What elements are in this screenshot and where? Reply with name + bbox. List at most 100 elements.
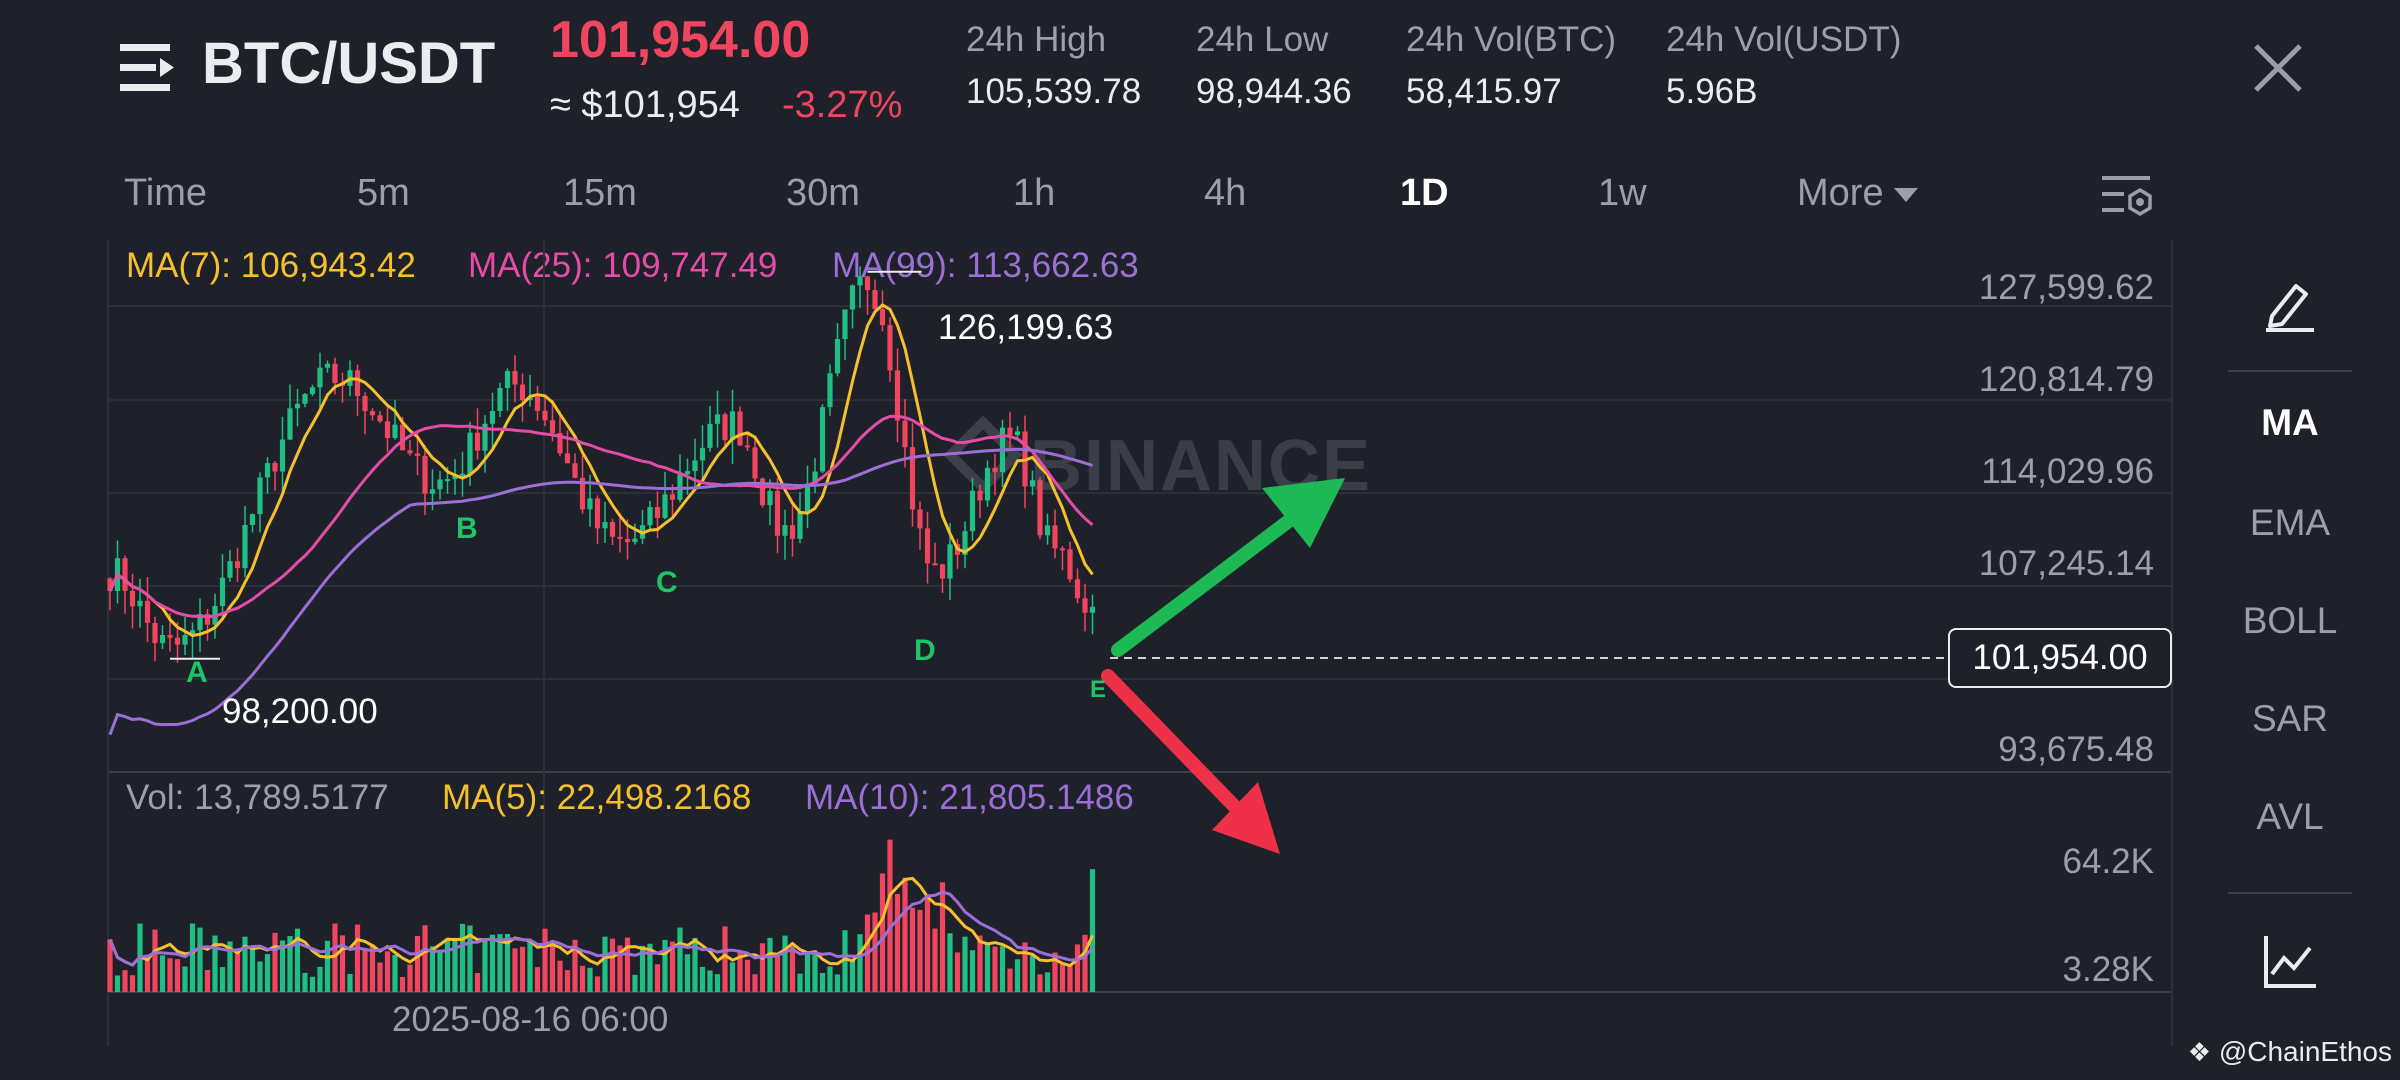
sidebar-item-sar[interactable]: SAR [2251, 698, 2329, 739]
volume-bar [1082, 934, 1088, 992]
tab-more[interactable]: More [1797, 172, 1918, 215]
candle-body [774, 490, 781, 536]
volume-bar [294, 928, 301, 992]
candle-body [669, 494, 676, 500]
candle-body [287, 408, 293, 440]
candle-body [962, 531, 968, 555]
volume-bar [692, 937, 698, 992]
tab-1d[interactable]: 1D [1400, 172, 1449, 214]
candle-body [362, 395, 368, 412]
candle-body [707, 423, 713, 448]
volume-bar [212, 935, 218, 992]
volume-bar [152, 929, 158, 992]
volume-bar [534, 967, 541, 992]
volume-bar [767, 937, 773, 992]
candle-body [722, 414, 728, 441]
sidebar-item-ema[interactable]: EMA [2249, 502, 2331, 543]
candle-body [887, 325, 893, 371]
candle-body [159, 634, 166, 644]
pair-title[interactable]: BTC/USDT [202, 31, 496, 96]
tab-15m[interactable]: 15m [563, 172, 637, 214]
volume-bar [617, 945, 623, 992]
volume-bar [729, 962, 736, 992]
candle-body [819, 407, 826, 472]
candle-body [609, 522, 616, 537]
volume-bar [227, 941, 233, 992]
candle-body [699, 447, 706, 461]
candle-body [984, 467, 991, 501]
candle-body [827, 373, 833, 408]
candle-body [1059, 548, 1066, 551]
candle-body [924, 528, 931, 564]
volume-bar [182, 966, 188, 992]
candle-body [654, 507, 661, 518]
candle-body [714, 414, 721, 424]
volume-bar [572, 939, 578, 992]
price-axis-label: 127,599.62 [1978, 268, 2154, 307]
volume-ma5-legend: MA(5): 22,498.2168 [442, 778, 752, 817]
volume-bar [624, 937, 631, 992]
candle-body [279, 439, 286, 472]
wave-label-d: D [914, 634, 936, 667]
candle-body [152, 622, 158, 644]
candle-body [812, 471, 818, 484]
volume-bar [812, 950, 818, 992]
volume-bar [392, 954, 398, 992]
price-axis-label: 114,029.96 [1981, 452, 2154, 491]
volume-bar [752, 974, 758, 992]
tab-5m[interactable]: 5m [357, 172, 410, 214]
tab-1w[interactable]: 1w [1598, 172, 1647, 214]
candle-body [602, 522, 608, 529]
volume-bar [377, 962, 383, 992]
ma7-legend: MA(7): 106,943.42 [126, 246, 416, 285]
candle-body [789, 525, 796, 539]
volume-bar [242, 936, 248, 992]
tab-4h[interactable]: 4h [1204, 172, 1247, 214]
sidebar-item-ma[interactable]: MA [2261, 402, 2319, 443]
volume-ma10-line [108, 890, 1094, 967]
candle-body [354, 370, 361, 396]
tab-time[interactable]: Time [124, 172, 208, 214]
candle-body [272, 463, 278, 472]
candle-body [564, 453, 571, 464]
volume-bar [422, 925, 428, 992]
close-icon[interactable] [2248, 38, 2308, 98]
tab-1h[interactable]: 1h [1013, 172, 1056, 214]
menu-icon[interactable] [120, 40, 178, 96]
volume-bar [504, 934, 511, 992]
volume-bar [384, 951, 391, 992]
volume-bar [482, 938, 488, 992]
volume-bar [369, 944, 376, 992]
sidebar-item-boll[interactable]: BOLL [2242, 600, 2338, 641]
candle-body [174, 637, 181, 645]
volume-bar [497, 934, 503, 992]
sidebar-item-avl[interactable]: AVL [2256, 796, 2324, 837]
candle-body [219, 577, 226, 607]
candle-body [234, 561, 241, 569]
candle-body [534, 396, 541, 411]
candle-body [377, 415, 383, 422]
candle-body [864, 276, 871, 291]
pencil-icon[interactable] [2262, 276, 2318, 332]
tab-30m[interactable]: 30m [786, 172, 860, 214]
candle-body [857, 276, 863, 286]
volume-bar [939, 882, 946, 992]
candle-body [504, 371, 511, 388]
volume-bar [1089, 869, 1096, 992]
volume-legend: Vol: 13,789.5177 [126, 778, 389, 817]
candle-body [1082, 598, 1088, 613]
indicator-chart-icon[interactable] [2262, 934, 2318, 990]
stat-value-24h-vol-btc: 58,415.97 [1406, 72, 1562, 111]
candle-body [324, 363, 331, 368]
volume-bar [1052, 952, 1058, 992]
volume-bar [279, 940, 286, 992]
footer-credit: ❖ @ChainEthos [2188, 1036, 2392, 1068]
candle-body [804, 483, 811, 513]
volume-bar [1067, 966, 1073, 992]
volume-bar [917, 909, 923, 992]
chart-settings-icon[interactable] [2100, 172, 2154, 220]
candle-body [512, 371, 518, 385]
candle-body [369, 411, 376, 416]
footer-credit-text: @ChainEthos [2218, 1036, 2392, 1067]
